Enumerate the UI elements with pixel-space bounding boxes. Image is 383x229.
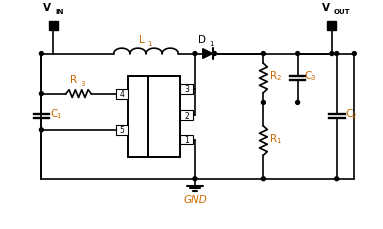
Bar	[128, 77, 180, 158]
Text: C: C	[50, 109, 57, 119]
Text: V: V	[43, 3, 51, 14]
Circle shape	[296, 52, 300, 56]
Text: R: R	[270, 133, 277, 143]
Text: D: D	[198, 35, 206, 45]
Circle shape	[262, 52, 265, 56]
Text: IN: IN	[55, 9, 64, 15]
Text: 3: 3	[80, 80, 85, 86]
Text: R: R	[270, 71, 277, 81]
Text: 2: 2	[351, 113, 356, 119]
Circle shape	[352, 52, 356, 56]
Circle shape	[213, 52, 216, 56]
Bar	[327, 22, 336, 30]
Text: L: L	[139, 35, 145, 45]
Text: OUT: OUT	[334, 9, 350, 15]
Bar	[180, 135, 193, 145]
Circle shape	[39, 52, 43, 56]
Circle shape	[262, 177, 265, 181]
Bar	[180, 85, 193, 94]
Text: 2: 2	[276, 75, 280, 81]
Text: 2: 2	[184, 111, 189, 120]
Circle shape	[335, 52, 339, 56]
Text: 1: 1	[184, 136, 189, 144]
Text: 1: 1	[56, 113, 61, 119]
Circle shape	[39, 128, 43, 132]
Text: 5: 5	[119, 126, 124, 135]
Circle shape	[193, 52, 197, 56]
Text: GND: GND	[183, 194, 207, 204]
Circle shape	[335, 177, 339, 181]
Text: 3: 3	[310, 75, 315, 81]
Bar	[49, 22, 57, 30]
Circle shape	[296, 101, 300, 105]
Text: V: V	[322, 3, 330, 14]
Circle shape	[262, 101, 265, 105]
Text: 1: 1	[210, 41, 214, 46]
Bar	[116, 125, 128, 135]
Circle shape	[193, 177, 197, 181]
Text: C: C	[304, 71, 312, 81]
Text: R: R	[70, 74, 78, 85]
Text: 3: 3	[184, 85, 189, 94]
Text: 1: 1	[276, 137, 281, 143]
Text: C: C	[345, 109, 353, 119]
Text: 4: 4	[119, 90, 124, 99]
Circle shape	[39, 92, 43, 96]
Bar	[116, 89, 128, 99]
Bar	[180, 111, 193, 120]
Text: 1: 1	[147, 41, 152, 46]
Circle shape	[330, 52, 334, 56]
Polygon shape	[203, 49, 213, 59]
